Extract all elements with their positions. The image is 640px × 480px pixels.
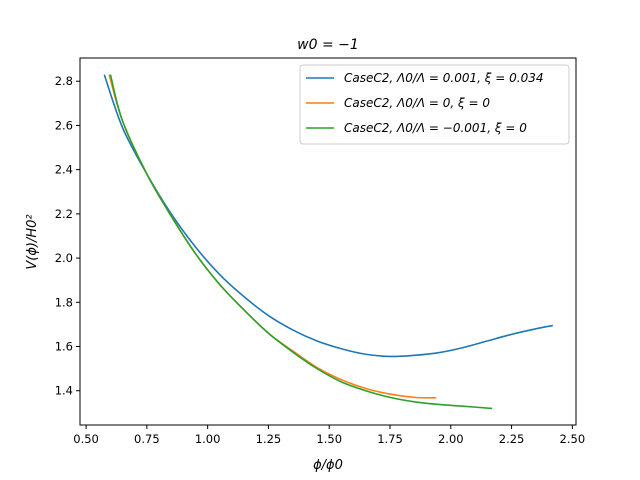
y-tick-label: 2.4 xyxy=(55,163,73,177)
x-axis-label: ϕ/ϕ0 xyxy=(313,458,343,473)
y-tick-label: 1.6 xyxy=(55,340,73,354)
x-tick-label: 1.75 xyxy=(377,432,403,446)
y-tick-label: 2.0 xyxy=(55,251,73,265)
x-tick-label: 1.00 xyxy=(195,432,221,446)
series-line-1 xyxy=(103,74,554,358)
x-tick-label: 1.50 xyxy=(316,432,342,446)
y-tick-label: 2.6 xyxy=(55,118,73,132)
y-axis: 1.4 1.6 1.8 2.0 2.2 2.4 2.6 2.8 xyxy=(55,74,80,398)
legend: CaseC2, Λ0/Λ = 0.001, ξ = 0.034 CaseC2, … xyxy=(299,64,570,145)
legend-label-1: CaseC2, Λ0/Λ = 0.001, ξ = 0.034 xyxy=(344,71,544,85)
legend-label-3: CaseC2, Λ0/Λ = −0.001, ξ = 0 xyxy=(344,121,527,135)
x-tick-label: 2.50 xyxy=(560,432,586,446)
plot-frame xyxy=(79,57,577,426)
chart-title: w0 = −1 xyxy=(297,37,359,53)
y-tick-label: 2.2 xyxy=(55,207,73,221)
series-line-3 xyxy=(109,74,493,410)
x-tick-label: 2.25 xyxy=(499,432,525,446)
x-tick-label: 2.00 xyxy=(438,432,464,446)
x-tick-label: 0.50 xyxy=(73,432,99,446)
y-tick-label: 2.8 xyxy=(55,74,73,88)
legend-box xyxy=(299,64,570,145)
legend-label-2: CaseC2, Λ0/Λ = 0, ξ = 0 xyxy=(344,96,490,110)
x-tick-label: 1.25 xyxy=(256,432,282,446)
x-axis: 0.50 0.75 1.00 1.25 1.50 1.75 2.00 2.25 2.50 xyxy=(73,425,585,446)
x-tick-label: 0.75 xyxy=(134,432,160,446)
y-tick-label: 1.8 xyxy=(55,295,73,309)
series-layer xyxy=(103,74,554,410)
y-tick-label: 1.4 xyxy=(55,384,73,398)
y-axis-label: V(ϕ)/H0² xyxy=(25,214,40,269)
